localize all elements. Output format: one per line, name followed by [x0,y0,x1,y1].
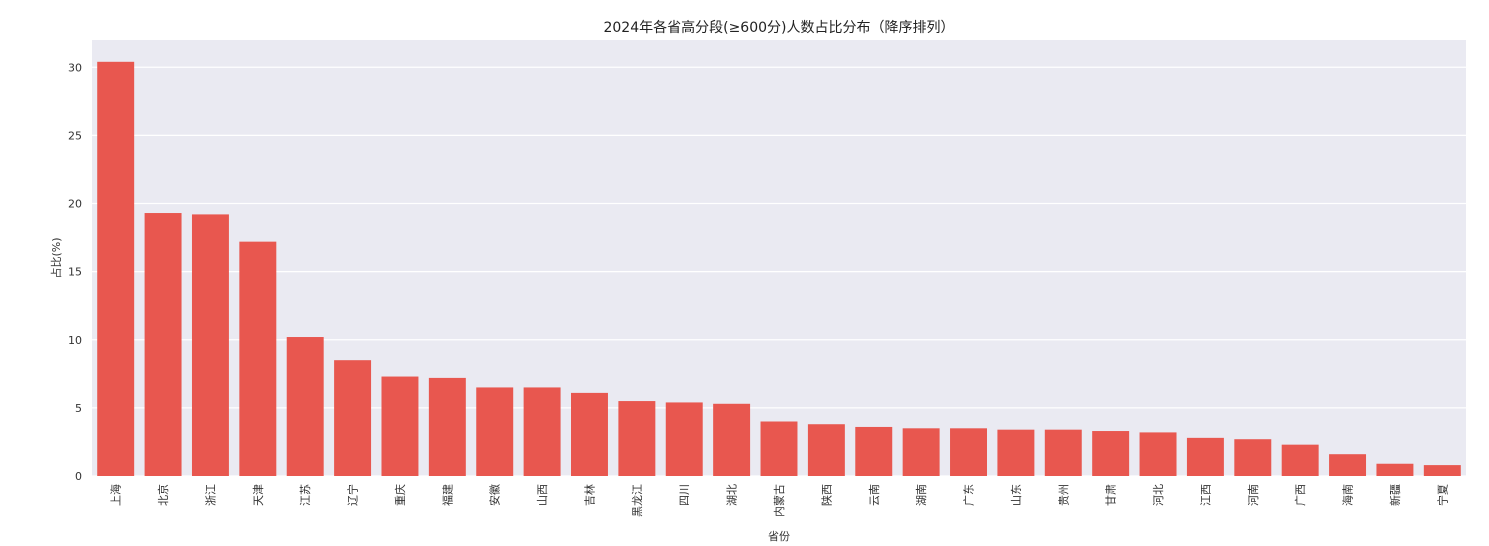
x-tick-label: 广东 [963,484,976,506]
bar [571,392,608,476]
x-tick-label: 云南 [868,484,881,506]
bar [997,429,1035,476]
x-tick-label: 山东 [1010,484,1023,506]
y-axis-ticks: 0 5 10 15 20 25 30 [68,61,82,483]
x-tick-label: 海南 [1341,484,1355,506]
bar [902,428,940,476]
x-tick-label: 吉林 [582,484,596,506]
x-axis-ticks: 上海 北京 浙江 天津 江苏 辽宁 重庆 福建 安徽 山西 吉林 黑龙江 四川 湖北 内蒙古 陕西 云南 湖南 广东… [109,484,1450,517]
x-tick-label: 上海 [109,484,123,506]
y-tick-label: 5 [75,402,82,415]
x-tick-label: 湖北 [726,484,739,506]
chart-title: 2024年各省高分段(≥600分)人数占比分布（降序排列） [603,19,954,36]
bar [239,241,277,476]
bar [191,214,229,476]
x-tick-label: 甘肃 [1105,484,1118,506]
x-tick-label: 新疆 [1388,484,1402,506]
bar [334,360,372,476]
y-tick-label: 30 [68,61,82,74]
x-tick-label: 江西 [1199,484,1212,506]
x-tick-label: 安徽 [488,484,502,506]
x-tick-label: 河南 [1247,484,1260,506]
x-tick-label: 重庆 [393,484,407,506]
y-tick-label: 20 [68,198,82,211]
bar [1234,439,1272,476]
x-tick-label: 内蒙古 [772,484,786,517]
bar [1044,429,1082,476]
y-tick-label: 25 [68,129,82,142]
x-tick-label: 贵州 [1057,484,1070,506]
bar [1376,463,1414,476]
x-tick-label: 黑龙江 [631,484,644,517]
bar-series [97,61,1461,477]
x-tick-label: 北京 [156,484,170,506]
bar [523,387,561,476]
bar [1139,432,1177,476]
bar [144,213,182,476]
bar [950,428,987,476]
x-tick-label: 陕西 [819,484,833,506]
bar [1281,444,1319,476]
bar [665,402,703,476]
x-tick-label: 福建 [440,484,454,506]
x-tick-label: 四川 [678,484,691,506]
y-tick-label: 15 [68,266,82,279]
bar [855,426,893,476]
x-axis-label: 省份 [768,530,790,543]
bar [618,401,656,476]
bar [97,61,135,477]
y-axis-label: 占比(%) [49,237,63,278]
x-tick-label: 江苏 [299,484,312,506]
bar [1186,437,1224,476]
x-tick-label: 广西 [1294,484,1307,506]
bar [713,403,751,476]
y-tick-label: 0 [75,470,82,483]
bar [428,377,466,476]
x-tick-label: 辽宁 [346,484,360,506]
y-tick-label: 10 [68,334,82,347]
bar [1329,454,1367,476]
x-tick-label: 宁夏 [1435,484,1449,506]
bar [760,421,798,476]
x-tick-label: 山西 [536,484,549,506]
x-tick-label: 浙江 [204,484,217,506]
bar [476,387,514,476]
bar [1423,465,1461,476]
x-tick-label: 河北 [1152,484,1165,506]
bar [286,337,324,476]
bar [807,424,845,476]
x-tick-label: 天津 [252,484,265,506]
x-tick-label: 湖南 [915,484,928,506]
bar [1092,431,1130,476]
bar [381,376,419,476]
